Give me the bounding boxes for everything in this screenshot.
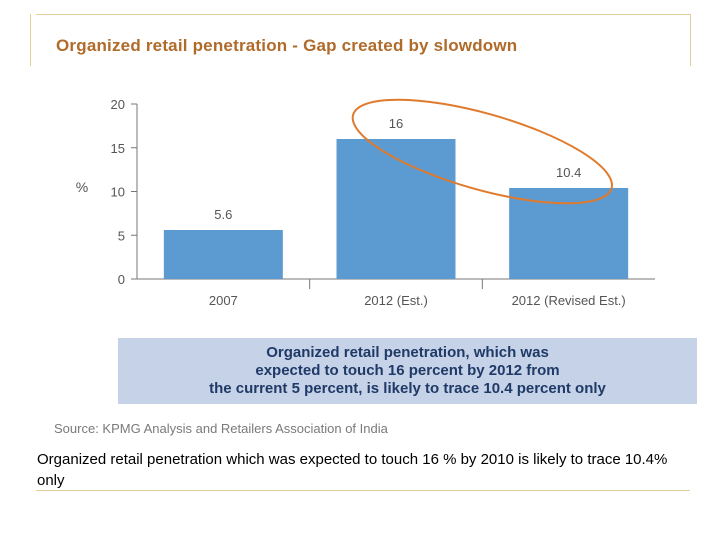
highlight-ellipse — [351, 98, 613, 205]
x-tick-label: 2012 (Revised Est.) — [512, 293, 626, 308]
source-note: Source: KPMG Analysis and Retailers Asso… — [54, 421, 388, 436]
slide-caption: Organized retail penetration which was e… — [37, 451, 668, 489]
y-tick-label: 5 — [118, 228, 125, 243]
bar — [163, 230, 283, 279]
bar-chart: 0 5 10 15 20% 5.6 2007 16 2012 (Est.) 10.4 2012 (R… — [76, 97, 655, 308]
frame-left-rule — [30, 14, 31, 66]
x-tick-label: 2012 (Est.) — [364, 293, 428, 308]
callout-line-2: expected to touch 16 percent by 2012 fro… — [255, 362, 560, 379]
bar — [509, 188, 629, 279]
frame-top-rule — [36, 14, 690, 15]
callout-line-1: Organized retail penetration, which was — [266, 344, 549, 361]
y-tick-label: 0 — [118, 272, 125, 287]
y-tick-label: 20 — [111, 97, 125, 112]
frame-right-rule — [690, 14, 691, 66]
callout-banner: Organized retail penetration, which was … — [118, 338, 697, 404]
y-tick-label: 10 — [111, 185, 125, 200]
frame-bottom-rule — [36, 490, 690, 491]
y-tick-label: 15 — [111, 141, 125, 156]
chart-title: Organized retail penetration - Gap creat… — [56, 36, 518, 55]
y-axis-label: % — [76, 179, 88, 195]
callout-line-3: the current 5 percent, is likely to trac… — [209, 380, 606, 397]
bar-value-label: 16 — [389, 116, 403, 131]
bar-value-label: 10.4 — [556, 165, 581, 180]
bar — [336, 139, 456, 279]
bar-value-label: 5.6 — [214, 207, 232, 222]
x-tick-label: 2007 — [209, 293, 238, 308]
